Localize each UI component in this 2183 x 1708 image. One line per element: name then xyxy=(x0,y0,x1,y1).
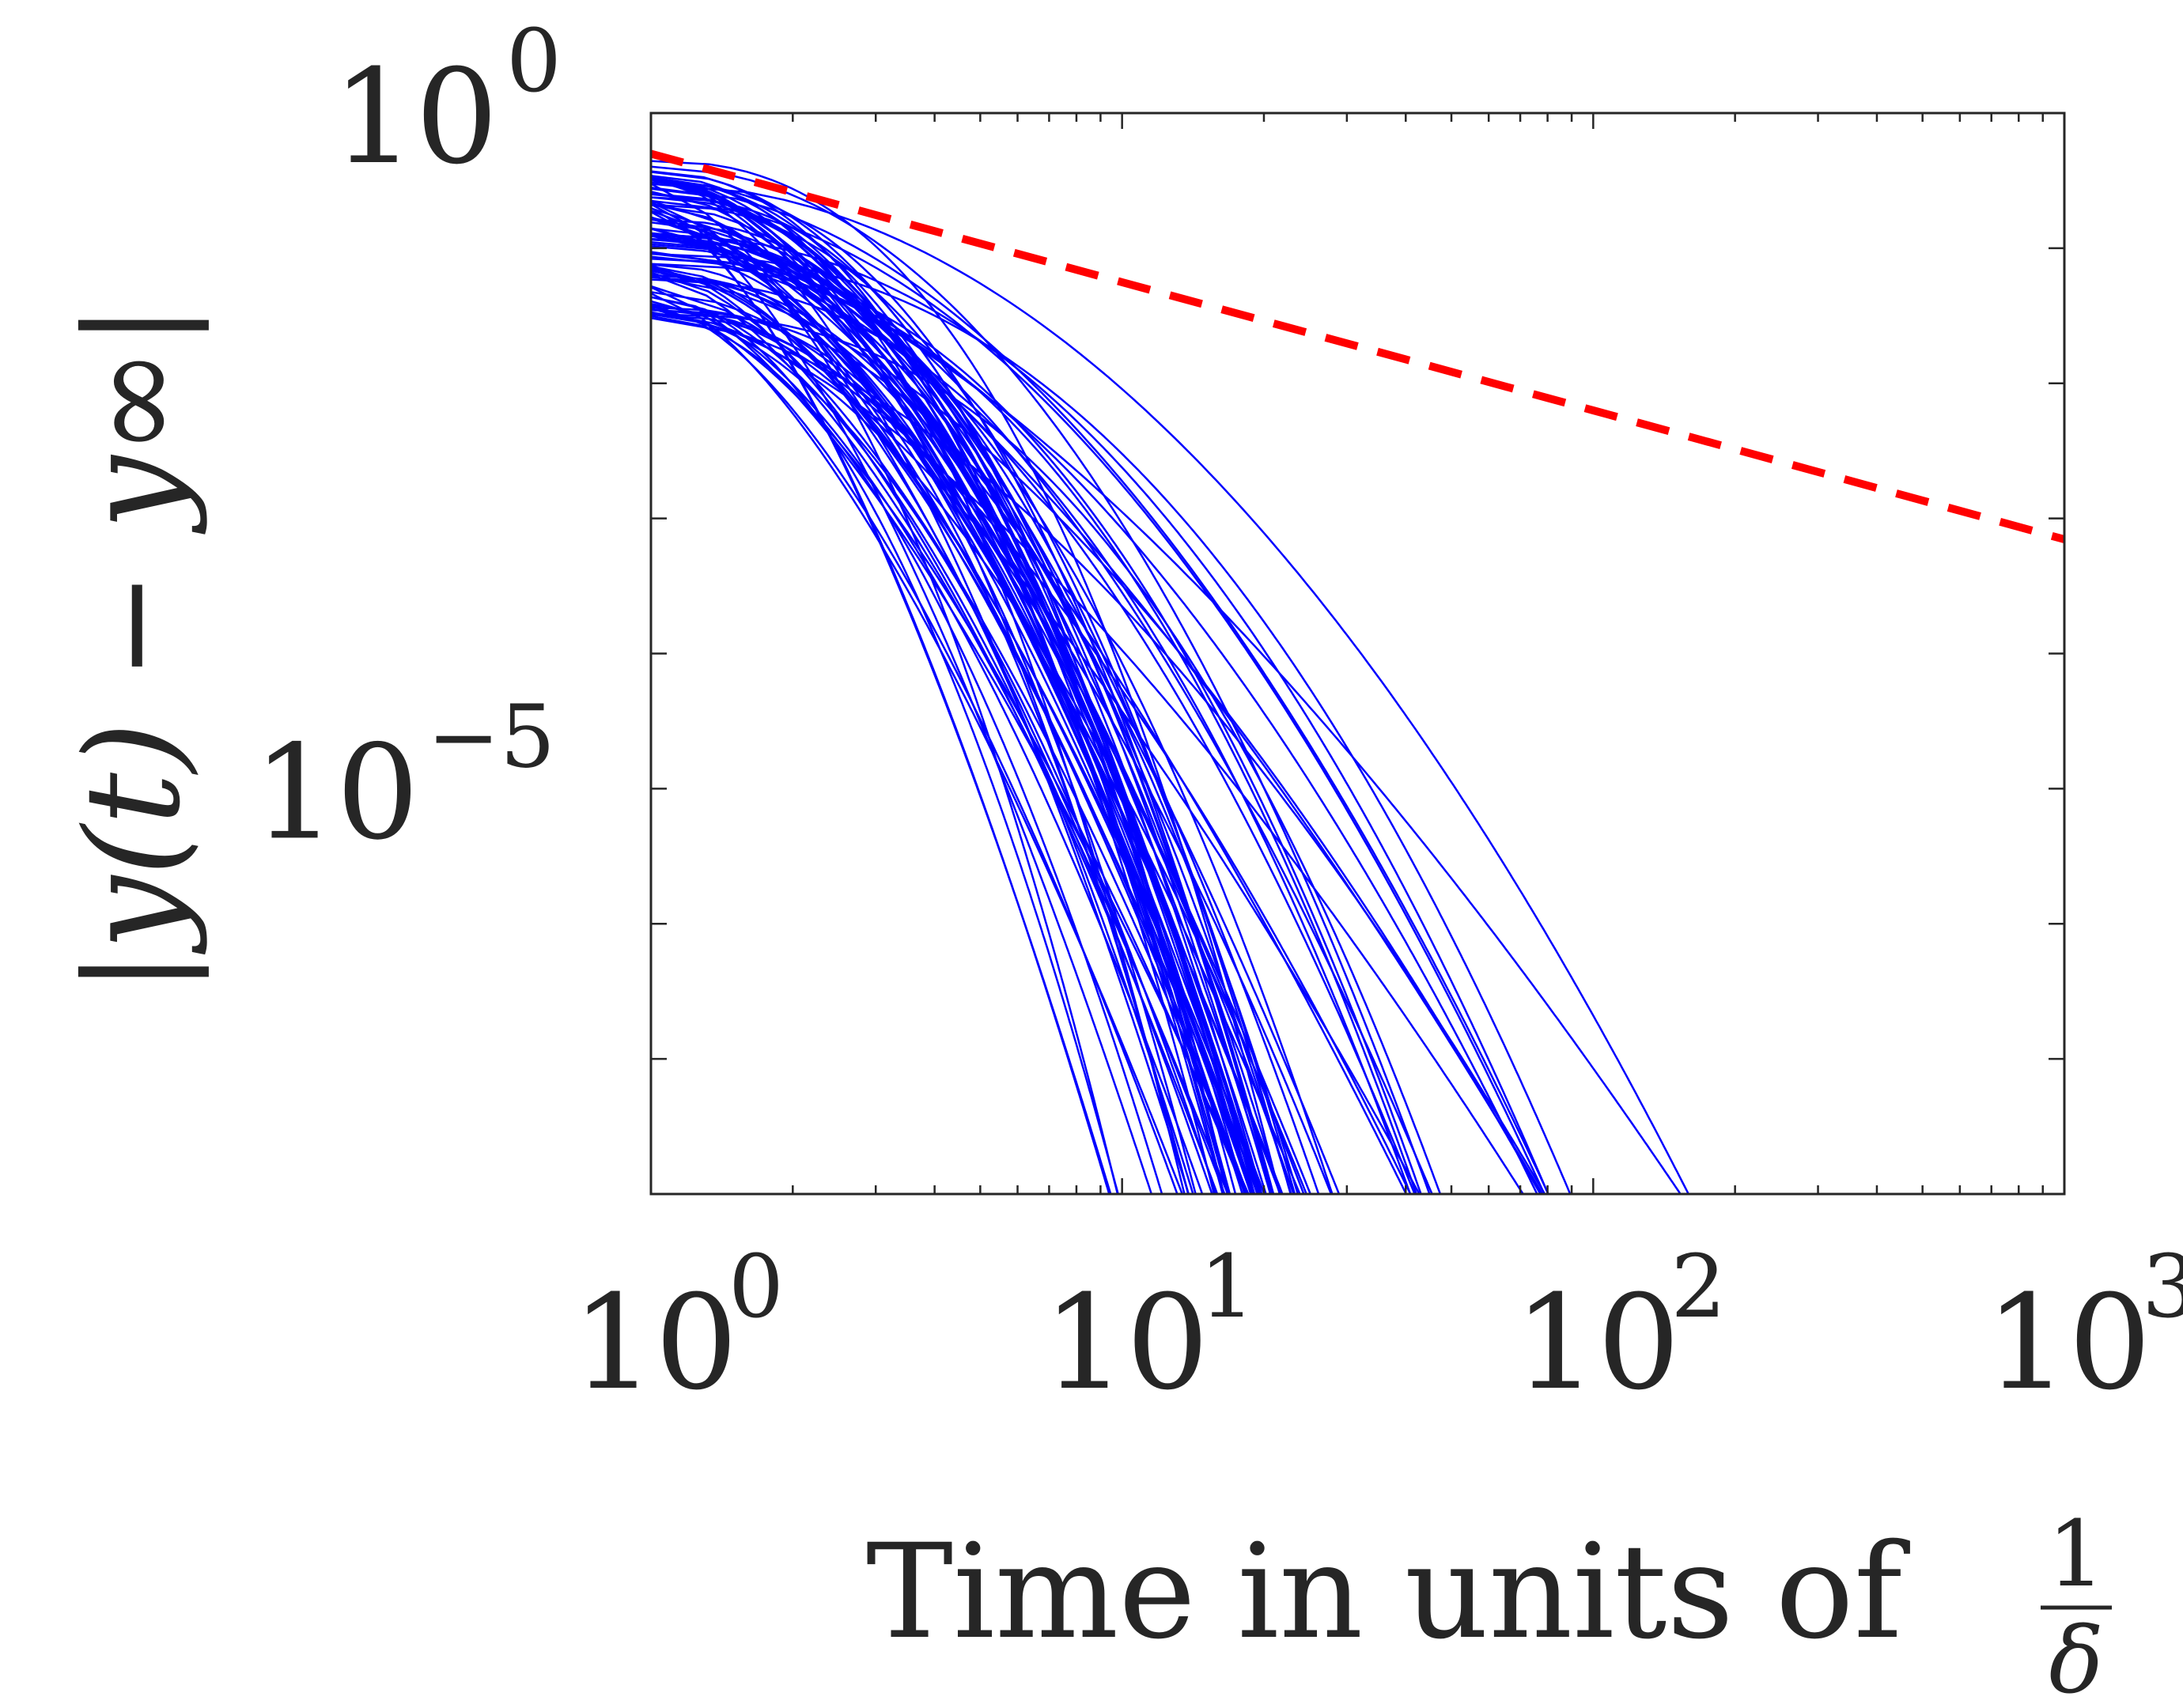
series-layer xyxy=(651,149,2064,1194)
trajectory-line xyxy=(651,207,1544,1194)
x-tick-label-exponent: 0 xyxy=(728,1236,784,1337)
trajectory-line xyxy=(651,302,1412,1194)
trajectory-line xyxy=(651,228,1284,1194)
trajectory-line xyxy=(651,232,1334,1194)
trajectory-line xyxy=(651,233,1549,1194)
trajectory-line xyxy=(651,210,1301,1194)
x-tick-label-base: 10 xyxy=(572,1267,738,1419)
trajectory-line xyxy=(651,300,1204,1194)
axes-box xyxy=(649,111,2066,1196)
trajectory-line xyxy=(651,252,1572,1194)
trajectory-line xyxy=(651,264,1219,1194)
trajectory-line xyxy=(651,203,1153,1194)
y-tick-label-base: 10 xyxy=(332,41,498,193)
x-tick-label-base: 10 xyxy=(1985,1267,2151,1419)
trajectory-line xyxy=(651,274,1273,1194)
x-tick-label: 101 xyxy=(1043,1236,1255,1419)
x-axis-label: Time in units of 1 δ xyxy=(866,1502,2112,1708)
trajectory-line xyxy=(651,275,1542,1194)
trajectory-line xyxy=(651,217,1247,1194)
y-tick-label-exponent: 0 xyxy=(506,10,562,111)
x-tick-labels: 100 101 102 103 xyxy=(572,1236,2183,1419)
y-tick-label-base: 10 xyxy=(253,716,419,868)
trajectory-line xyxy=(651,183,1226,1194)
trajectory-line xyxy=(651,315,1163,1194)
trajectory-line xyxy=(651,307,1525,1194)
bound-dashed-line xyxy=(651,149,2064,543)
trajectory-line xyxy=(651,183,1690,1194)
trajectory-line xyxy=(651,216,1408,1194)
trajectory-line xyxy=(651,178,1341,1194)
trajectory-line xyxy=(651,273,1229,1194)
trajectory-line xyxy=(651,217,1119,1194)
y-tick-label: 10 0 xyxy=(332,10,562,193)
trajectory-line xyxy=(651,252,1538,1194)
x-tick-label: 102 xyxy=(1514,1236,1726,1419)
trajectory-line xyxy=(651,296,1213,1194)
trajectory-line xyxy=(651,271,1248,1194)
x-tick-label-base: 10 xyxy=(1514,1267,1680,1419)
x-tick-label-exponent: 2 xyxy=(1670,1236,1726,1337)
trajectory-line xyxy=(651,206,1112,1194)
trajectory-line xyxy=(651,218,1433,1194)
trajectory-line xyxy=(651,285,1421,1194)
x-tick-label-base: 10 xyxy=(1043,1267,1209,1419)
trajectory-line xyxy=(651,240,1282,1194)
trajectory-line xyxy=(651,311,1308,1194)
y-tick-label-exponent: −5 xyxy=(427,686,555,787)
trajectory-line xyxy=(651,304,1247,1194)
x-tick-label: 100 xyxy=(572,1236,784,1419)
trajectory-line xyxy=(651,263,1418,1194)
x-tick-label-exponent: 3 xyxy=(2142,1236,2183,1337)
x-axis-label-fraction-denominator: δ xyxy=(2049,1608,2103,1708)
x-axis-label-text: Time in units of xyxy=(866,1516,1910,1668)
x-tick-label-exponent: 1 xyxy=(1200,1236,1255,1337)
trajectory-line xyxy=(651,292,1184,1194)
y-tick-label: 10 −5 xyxy=(253,686,555,868)
trajectory-line xyxy=(651,232,1682,1194)
y-tick-labels: 10 010 −5 xyxy=(253,10,562,868)
x-axis-label-fraction-numerator: 1 xyxy=(2047,1502,2105,1608)
y-axis-label: |y(t) − y∞| xyxy=(57,303,209,993)
trajectory-line xyxy=(651,201,1262,1194)
trajectory-line xyxy=(651,245,1246,1194)
trajectory-line xyxy=(651,308,1295,1194)
trajectory-line xyxy=(651,266,1259,1194)
plot-area xyxy=(649,111,2066,1196)
trajectory-line xyxy=(651,291,1333,1194)
tick-layer xyxy=(651,113,2064,1194)
trajectory-line xyxy=(651,309,1300,1194)
trajectory-line xyxy=(651,286,1250,1194)
trajectory-line xyxy=(651,199,1546,1194)
x-tick-label: 103 xyxy=(1985,1236,2183,1419)
